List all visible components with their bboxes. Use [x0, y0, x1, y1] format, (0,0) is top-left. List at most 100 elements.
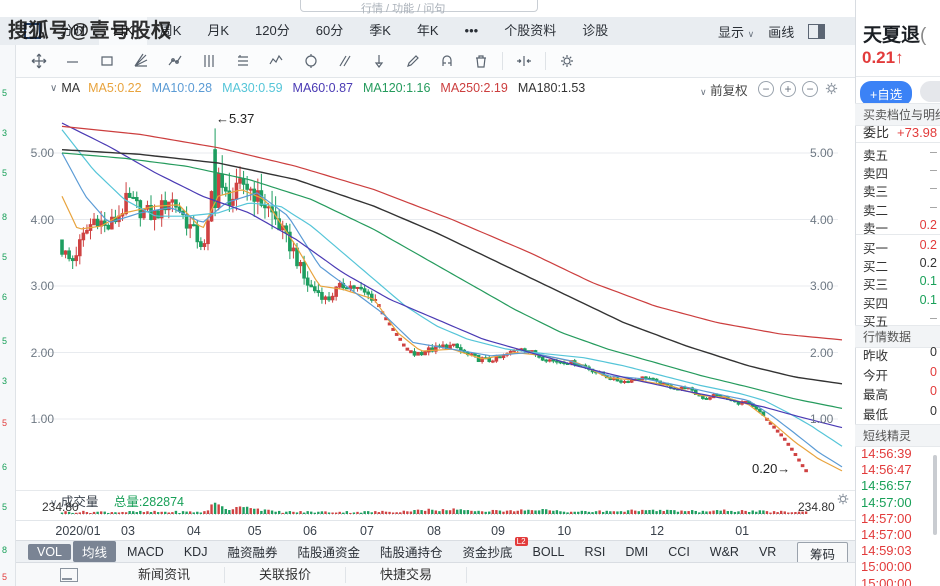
indicator-tab-KDJ[interactable]: KDJ — [183, 544, 208, 559]
scrollbar[interactable] — [933, 455, 937, 535]
indicator-tab-CCI[interactable]: CCI — [668, 544, 690, 559]
indicator-tab-BOLL[interactable]: BOLL — [532, 544, 565, 559]
period-tab-个股资料[interactable]: 个股资料 — [504, 23, 557, 38]
sprite-time-row[interactable]: 14:56:47 — [861, 462, 912, 478]
wave-tool-icon[interactable] — [260, 48, 294, 74]
period-tab-季K[interactable]: 季K — [369, 23, 391, 38]
indicator-tab-VR[interactable]: VR — [758, 544, 777, 559]
vertical-lines-tool-icon[interactable] — [192, 48, 226, 74]
golden-ratio-tool-icon[interactable] — [226, 48, 260, 74]
indicator-tab-RSI[interactable]: RSI — [584, 544, 606, 559]
ma-toggle-label[interactable]: MA — [61, 81, 81, 95]
indicator-tab-VOL[interactable]: VOL — [28, 543, 72, 560]
sprite-time-row[interactable]: 15:00:00 — [861, 575, 912, 586]
fan-tool-icon[interactable] — [124, 48, 158, 74]
indicator-tab-MACD[interactable]: MACD — [127, 544, 164, 559]
bid-row-2: 买二 0.2 — [863, 256, 937, 275]
chouma-chip[interactable]: 筹码 — [797, 542, 849, 565]
y-tick-right: 2.00 — [810, 345, 834, 360]
ma-values: MA5:0.22 MA10:0.28 MA30:0.59 MA60:0.87 MA120… — [88, 81, 595, 95]
indicator-tab-DMI[interactable]: DMI — [625, 544, 649, 559]
indicator-tab-陆股通资金[interactable]: 陆股通资金 — [297, 546, 360, 560]
clipped-list-item: 6 — [2, 462, 8, 472]
secondary-button[interactable] — [920, 81, 940, 102]
volume-scale-left: 234.80 — [42, 500, 79, 514]
chart-settings-gear-icon[interactable] — [824, 81, 839, 101]
magnet-tool-icon[interactable] — [430, 48, 464, 74]
clipped-list-item: 3 — [2, 376, 8, 386]
y-tick-left: 1.00 — [30, 412, 54, 426]
volume-settings-gear-icon[interactable] — [836, 492, 850, 511]
sprite-time-row[interactable]: 14:57:00 — [861, 527, 912, 542]
panel-toggle-icon[interactable] — [808, 23, 826, 39]
clipped-list-item: 5 — [2, 336, 8, 346]
ask-row-3: 卖三 – — [863, 181, 937, 200]
bottom-tab-关联报价[interactable]: 关联报价 — [225, 567, 347, 583]
x-tick-2020/01: 2020/01 — [55, 524, 101, 538]
segment-tool-icon[interactable] — [158, 48, 192, 74]
period-tab-120分[interactable]: 120分 — [255, 23, 290, 38]
clipped-list-item: 8 — [2, 212, 8, 222]
clipped-list-item: 3 — [2, 128, 8, 138]
period-tab-年K[interactable]: 年K — [416, 23, 439, 38]
period-tab-月K[interactable]: 月K — [207, 23, 230, 38]
candlestick-chart[interactable] — [16, 98, 855, 490]
add-watchlist-button[interactable]: +自选 — [860, 81, 913, 106]
trash-tool-icon[interactable] — [464, 48, 498, 74]
chevron-down-icon[interactable]: ∨ — [50, 82, 58, 94]
y-tick-right: 4.00 — [810, 212, 834, 227]
bottom-bar: 新闻资讯 关联报价 快捷交易 — [0, 562, 855, 586]
minimize-window-icon[interactable] — [60, 568, 78, 582]
indicator-tab-资金抄底[interactable]: 资金抄底 L2 — [462, 537, 528, 560]
ask-row-5: 卖五 – — [863, 145, 937, 163]
collapse-button[interactable]: − — [802, 81, 818, 97]
search-input[interactable]: 行情 / 功能 / 问句 — [300, 0, 538, 15]
zoom-in-button[interactable]: + — [780, 81, 796, 97]
y-tick-right: 3.00 — [810, 279, 834, 293]
sprite-time-row[interactable]: 14:59:03 — [861, 543, 912, 559]
sprite-time-row[interactable]: 14:57:00 — [861, 510, 912, 526]
pencil-tool-icon[interactable] — [396, 48, 430, 74]
indicator-tab-融资融券[interactable]: 融资融券 — [227, 546, 278, 560]
arrow-down-tool-icon[interactable] — [362, 48, 396, 74]
adjust-mode[interactable]: ∨ 前复权 — [700, 84, 748, 98]
zoom-out-button[interactable]: − — [758, 81, 774, 97]
ask-row-1: 卖一 0.2 — [863, 217, 937, 236]
indicator-tab-均线[interactable]: 均线 — [73, 541, 117, 562]
weibi-row: 委比 +73.98 — [863, 125, 938, 140]
bid-row-3: 买三 0.1 — [863, 274, 937, 293]
period-tab-60分[interactable]: 60分 — [315, 23, 344, 38]
clipped-list-item: 5 — [2, 572, 8, 582]
circle-tool-icon[interactable] — [294, 48, 328, 74]
chevron-down-icon[interactable]: ∨ — [50, 498, 58, 509]
expand-horizontal-tool-icon[interactable] — [507, 48, 541, 74]
clipped-list-item: 6 — [2, 292, 8, 302]
rect-tool-icon[interactable] — [90, 48, 124, 74]
bottom-tab-新闻资讯[interactable]: 新闻资讯 — [104, 567, 226, 583]
sprite-time-row[interactable]: 15:00:00 — [861, 559, 912, 575]
period-tab-分时[interactable]: 分时 — [60, 23, 87, 38]
bottom-tab-快捷交易[interactable]: 快捷交易 — [346, 567, 468, 583]
sprite-header: 短线精灵 — [855, 424, 940, 447]
sprite-time-row[interactable]: 14:56:57 — [861, 478, 912, 494]
ma-value-MA60: MA60:0.87 — [292, 81, 353, 95]
indicator-tab-陆股通持仓[interactable]: 陆股通持仓 — [380, 546, 443, 560]
ma-value-MA10: MA10:0.28 — [151, 81, 213, 95]
period-tab-诊股[interactable]: 诊股 — [582, 23, 609, 38]
period-tab-周K[interactable]: 周K — [159, 23, 182, 38]
period-tab-日K[interactable]: 日K — [99, 17, 147, 45]
indicator-tab-W&R[interactable]: W&R — [709, 544, 739, 559]
sprite-time-row[interactable]: 14:56:39 — [861, 446, 912, 461]
move-tool-icon[interactable] — [22, 48, 56, 74]
gear-tool-icon[interactable] — [550, 48, 584, 74]
trendline-tool-icon[interactable] — [56, 48, 90, 74]
parallel-lines-tool-icon[interactable] — [328, 48, 362, 74]
up-arrow-icon: ↑ — [895, 48, 904, 67]
display-menu[interactable]: 显示 ∨ — [718, 24, 755, 40]
x-tick-09: 09 — [491, 524, 505, 538]
bid-row-4: 买四 0.1 — [863, 292, 937, 311]
period-tab-•••[interactable]: ••• — [464, 23, 479, 38]
sprite-time-row[interactable]: 14:57:00 — [861, 494, 912, 510]
draw-line-button[interactable]: 画线 — [768, 24, 795, 40]
tabbar-right-group: 显示 ∨ 画线 — [718, 17, 826, 45]
